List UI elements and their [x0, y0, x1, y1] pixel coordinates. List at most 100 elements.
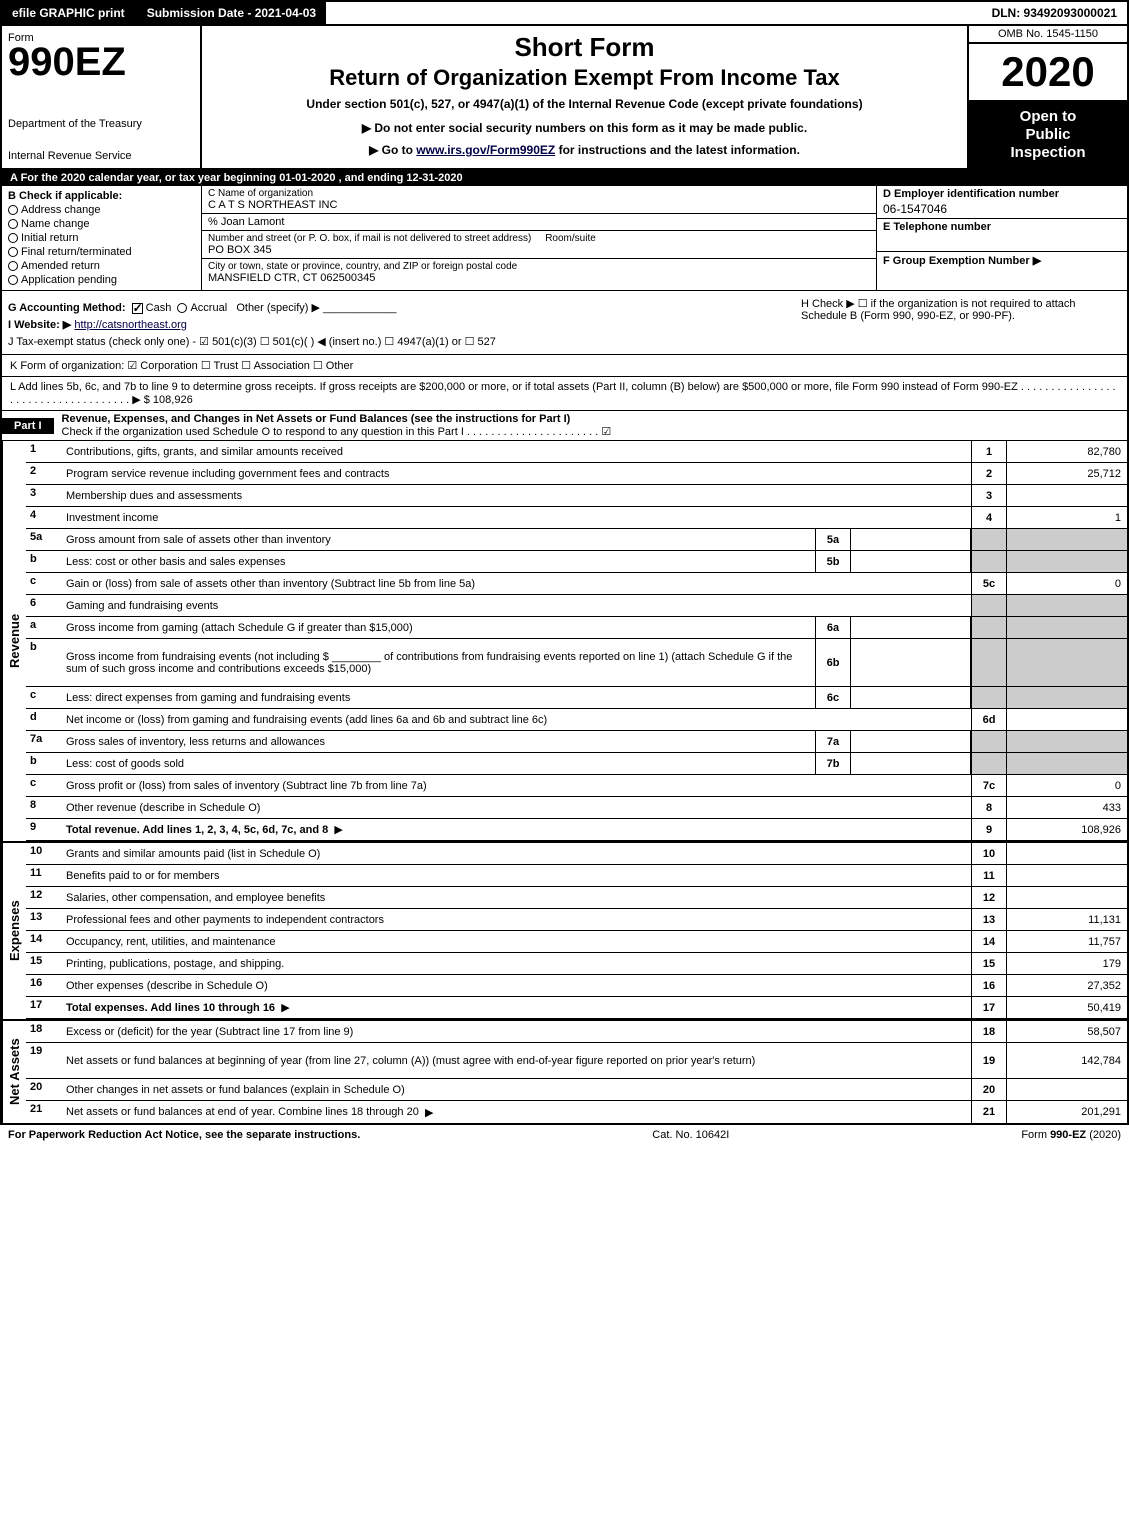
city-state-zip: MANSFIELD CTR, CT 062500345	[208, 272, 870, 284]
top-bar: efile GRAPHIC print Submission Date - 20…	[2, 2, 1127, 26]
line-20-desc: Other changes in net assets or fund bala…	[62, 1079, 971, 1100]
line-6-desc: Gaming and fundraising events	[62, 595, 971, 616]
line-7a-desc: Gross sales of inventory, less returns a…	[62, 731, 815, 752]
k-form-org: K Form of organization: ☑ Corporation ☐ …	[2, 355, 1127, 377]
dept-treasury: Department of the Treasury	[8, 118, 194, 130]
line-6b-desc: Gross income from fundraising events (no…	[62, 639, 815, 686]
col-d-e-f: D Employer identification number 06-1547…	[877, 186, 1127, 290]
line-8-val: 433	[1007, 797, 1127, 818]
omb-number: OMB No. 1545-1150	[969, 26, 1127, 44]
line-6c-desc: Less: direct expenses from gaming and fu…	[62, 687, 815, 708]
accrual-radio[interactable]	[177, 303, 187, 313]
city-label: City or town, state or province, country…	[208, 261, 870, 272]
line-5b-desc: Less: cost or other basis and sales expe…	[62, 551, 815, 572]
line-8-desc: Other revenue (describe in Schedule O)	[62, 797, 971, 818]
subtitle-ssn: ▶ Do not enter social security numbers o…	[212, 121, 957, 135]
address-change-radio[interactable]	[8, 205, 18, 215]
line-16-desc: Other expenses (describe in Schedule O)	[62, 975, 971, 996]
line-20-val	[1007, 1079, 1127, 1100]
line-1-desc: Contributions, gifts, grants, and simila…	[62, 441, 971, 462]
irs-gov-link[interactable]: www.irs.gov/Form990EZ	[416, 143, 555, 157]
accounting-method-label: G Accounting Method:	[8, 302, 126, 314]
line-12-val	[1007, 887, 1127, 908]
room-label: Room/suite	[545, 233, 596, 244]
col-b-header: B Check if applicable:	[8, 190, 195, 202]
line-6a-desc: Gross income from gaming (attach Schedul…	[62, 617, 815, 638]
line-7c-val: 0	[1007, 775, 1127, 796]
street-label: Number and street (or P. O. box, if mail…	[208, 233, 531, 244]
final-return-radio[interactable]	[8, 247, 18, 257]
cash-checkbox[interactable]	[132, 303, 143, 314]
line-5a-desc: Gross amount from sale of assets other t…	[62, 529, 815, 550]
line-10-val	[1007, 843, 1127, 864]
page-footer: For Paperwork Reduction Act Notice, see …	[0, 1125, 1129, 1145]
line-1-val: 82,780	[1007, 441, 1127, 462]
care-of: % Joan Lamont	[208, 216, 870, 228]
line-17-desc: Total expenses. Add lines 10 through 16 …	[62, 997, 971, 1018]
line-5c-val: 0	[1007, 573, 1127, 594]
col-b-checkboxes: B Check if applicable: Address change Na…	[2, 186, 202, 290]
line-14-desc: Occupancy, rent, utilities, and maintena…	[62, 931, 971, 952]
open-public-inspection: Open to Public Inspection	[969, 102, 1127, 168]
line-14-val: 11,757	[1007, 931, 1127, 952]
submission-date: Submission Date - 2021-04-03	[137, 2, 326, 24]
line-5c-desc: Gain or (loss) from sale of assets other…	[62, 573, 971, 594]
form-number: 990EZ	[8, 40, 194, 85]
part-1-header: Part I Revenue, Expenses, and Changes in…	[2, 411, 1127, 441]
line-3-desc: Membership dues and assessments	[62, 485, 971, 506]
line-3-val	[1007, 485, 1127, 506]
footer-cat-no: Cat. No. 10642I	[652, 1129, 729, 1141]
footer-form-ref: Form 990-EZ (2020)	[1021, 1129, 1121, 1141]
line-21-desc: Net assets or fund balances at end of ye…	[62, 1101, 971, 1123]
subtitle-section: Under section 501(c), 527, or 4947(a)(1)…	[212, 97, 957, 111]
h-schedule-b: H Check ▶ ☐ if the organization is not r…	[801, 297, 1121, 348]
tax-exempt-status: J Tax-exempt status (check only one) - ☑…	[8, 335, 801, 348]
line-9-val: 108,926	[1007, 819, 1127, 840]
initial-return-radio[interactable]	[8, 233, 18, 243]
line-2-desc: Program service revenue including govern…	[62, 463, 971, 484]
telephone-label: E Telephone number	[883, 221, 1121, 233]
website-link[interactable]: http://catsnortheast.org	[74, 319, 187, 331]
row-a-tax-year: A For the 2020 calendar year, or tax yea…	[2, 170, 1127, 186]
g-i-j-h-block: G Accounting Method: Cash Accrual Other …	[2, 291, 1127, 355]
efile-print-button[interactable]: efile GRAPHIC print	[2, 2, 137, 24]
line-2-val: 25,712	[1007, 463, 1127, 484]
line-4-val: 1	[1007, 507, 1127, 528]
part-1-title: Revenue, Expenses, and Changes in Net As…	[62, 413, 571, 425]
line-13-desc: Professional fees and other payments to …	[62, 909, 971, 930]
revenue-side-label: Revenue	[2, 441, 26, 841]
name-change-radio[interactable]	[8, 219, 18, 229]
group-exemption-label: F Group Exemption Number ▶	[883, 254, 1121, 267]
form-page: efile GRAPHIC print Submission Date - 20…	[0, 0, 1129, 1125]
line-11-desc: Benefits paid to or for members	[62, 865, 971, 886]
dln-label: DLN: 93492093000021	[982, 2, 1127, 24]
form-header: Form 990EZ Department of the Treasury In…	[2, 26, 1127, 170]
ein-label: D Employer identification number	[883, 188, 1121, 200]
subtitle-goto: ▶ Go to www.irs.gov/Form990EZ for instru…	[212, 143, 957, 157]
line-7c-desc: Gross profit or (loss) from sales of inv…	[62, 775, 971, 796]
line-4-desc: Investment income	[62, 507, 971, 528]
other-specify: Other (specify) ▶	[236, 302, 320, 314]
line-17-val: 50,419	[1007, 997, 1127, 1018]
line-16-val: 27,352	[1007, 975, 1127, 996]
title-return: Return of Organization Exempt From Incom…	[212, 65, 957, 91]
line-18-desc: Excess or (deficit) for the year (Subtra…	[62, 1021, 971, 1042]
expenses-side-label: Expenses	[2, 843, 26, 1019]
line-19-desc: Net assets or fund balances at beginning…	[62, 1043, 971, 1078]
amended-return-radio[interactable]	[8, 261, 18, 271]
line-15-desc: Printing, publications, postage, and shi…	[62, 953, 971, 974]
col-c-org-info: C Name of organization C A T S NORTHEAST…	[202, 186, 877, 290]
title-short-form: Short Form	[212, 32, 957, 63]
line-19-val: 142,784	[1007, 1043, 1127, 1078]
line-18-val: 58,507	[1007, 1021, 1127, 1042]
line-11-val	[1007, 865, 1127, 886]
line-10-desc: Grants and similar amounts paid (list in…	[62, 843, 971, 864]
org-name: C A T S NORTHEAST INC	[208, 199, 870, 211]
application-pending-radio[interactable]	[8, 275, 18, 285]
identification-block: B Check if applicable: Address change Na…	[2, 186, 1127, 291]
org-name-label: C Name of organization	[208, 188, 870, 199]
line-6d-desc: Net income or (loss) from gaming and fun…	[62, 709, 971, 730]
street-address: PO BOX 345	[208, 244, 870, 256]
footer-paperwork: For Paperwork Reduction Act Notice, see …	[8, 1129, 360, 1141]
telephone-value	[883, 235, 1121, 249]
